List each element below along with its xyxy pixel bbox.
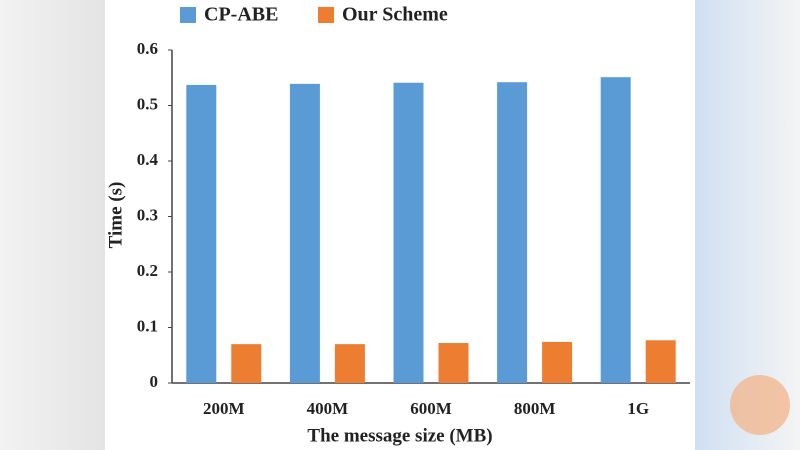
bar — [393, 82, 424, 384]
bar — [334, 344, 365, 383]
x-tick-label: 600M — [410, 399, 452, 418]
bar — [186, 84, 217, 383]
bar — [600, 77, 631, 383]
legend-swatch — [318, 7, 334, 23]
background-right — [695, 0, 800, 450]
y-tick-label: 0.6 — [137, 39, 158, 58]
bar — [231, 344, 262, 383]
y-tick-label: 0.2 — [137, 261, 158, 280]
legend-swatch — [180, 7, 196, 23]
y-axis-title: Time (s) — [105, 182, 126, 249]
y-tick-label: 0.4 — [137, 150, 159, 169]
bar — [289, 83, 320, 383]
x-axis-title: The message size (MB) — [307, 425, 492, 446]
y-tick-label: 0.1 — [137, 316, 158, 335]
x-tick-label: 800M — [514, 399, 556, 418]
bar — [497, 82, 528, 383]
bar — [438, 343, 469, 383]
y-tick-label: 0.5 — [137, 94, 158, 113]
bar — [645, 340, 676, 383]
y-tick-label: 0.3 — [137, 205, 158, 224]
x-tick-label: 400M — [307, 399, 349, 418]
y-tick-label: 0 — [150, 372, 159, 391]
background-left — [0, 0, 105, 450]
bar — [542, 341, 573, 383]
legend-label: Our Scheme — [342, 4, 448, 26]
legend-label: CP-ABE — [204, 4, 278, 26]
x-tick-label: 1G — [627, 399, 649, 418]
x-tick-label: 200M — [203, 399, 245, 418]
background-blur — [730, 375, 790, 435]
